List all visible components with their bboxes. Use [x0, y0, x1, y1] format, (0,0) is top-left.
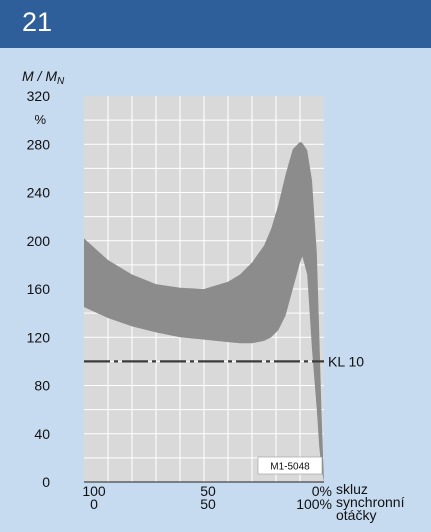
y-unit-label: %: [34, 112, 46, 127]
x-tick-label-slip: 0%: [312, 483, 332, 499]
x-tick-label-speed: 50: [200, 496, 216, 512]
x-label-speed-line2: otáčky: [336, 507, 376, 523]
torque-band: [84, 141, 324, 482]
y-tick-label: 240: [27, 185, 51, 201]
y-tick-label: 160: [27, 281, 51, 297]
x-tick-label-speed: 100%: [296, 496, 332, 512]
code-box: [257, 456, 323, 475]
y-tick-label: 80: [34, 378, 50, 394]
y-tick-label: 120: [27, 329, 51, 345]
torque-speed-chart: KL 10 320 280 240 200 160 120 80 40 0 % M / MN 1…: [22, 68, 405, 523]
reference-line-label: KL 10: [328, 353, 364, 369]
y-tick-label: 200: [27, 233, 51, 249]
y-tick-label: 40: [34, 426, 50, 442]
y-axis-label-subscript: N: [57, 76, 65, 87]
y-tick-label: 320: [27, 88, 51, 104]
figure-number: 21: [22, 7, 53, 37]
y-tick-label: 0: [42, 474, 50, 490]
y-axis-label: M / MN: [22, 68, 65, 87]
x-tick-label-slip: 100: [82, 483, 106, 499]
y-axis-label-main: M / M: [22, 68, 57, 84]
y-tick-label: 280: [27, 136, 51, 152]
header-bar: 21: [0, 0, 431, 48]
x-tick-label-speed: 0: [90, 496, 98, 512]
x-tick-label-slip: 50: [200, 483, 216, 499]
x-label-slip: skluz: [336, 481, 368, 497]
code-label: M1-5048: [270, 462, 310, 473]
x-label-speed-line1: synchronní: [336, 494, 405, 510]
y-tick-labels: 320 280 240 200 160 120 80 40 0: [27, 88, 51, 490]
x-tick-labels: 100 50 0% 0 50 100%: [82, 483, 332, 512]
drawing-code-box: M1-5048: [257, 456, 323, 475]
